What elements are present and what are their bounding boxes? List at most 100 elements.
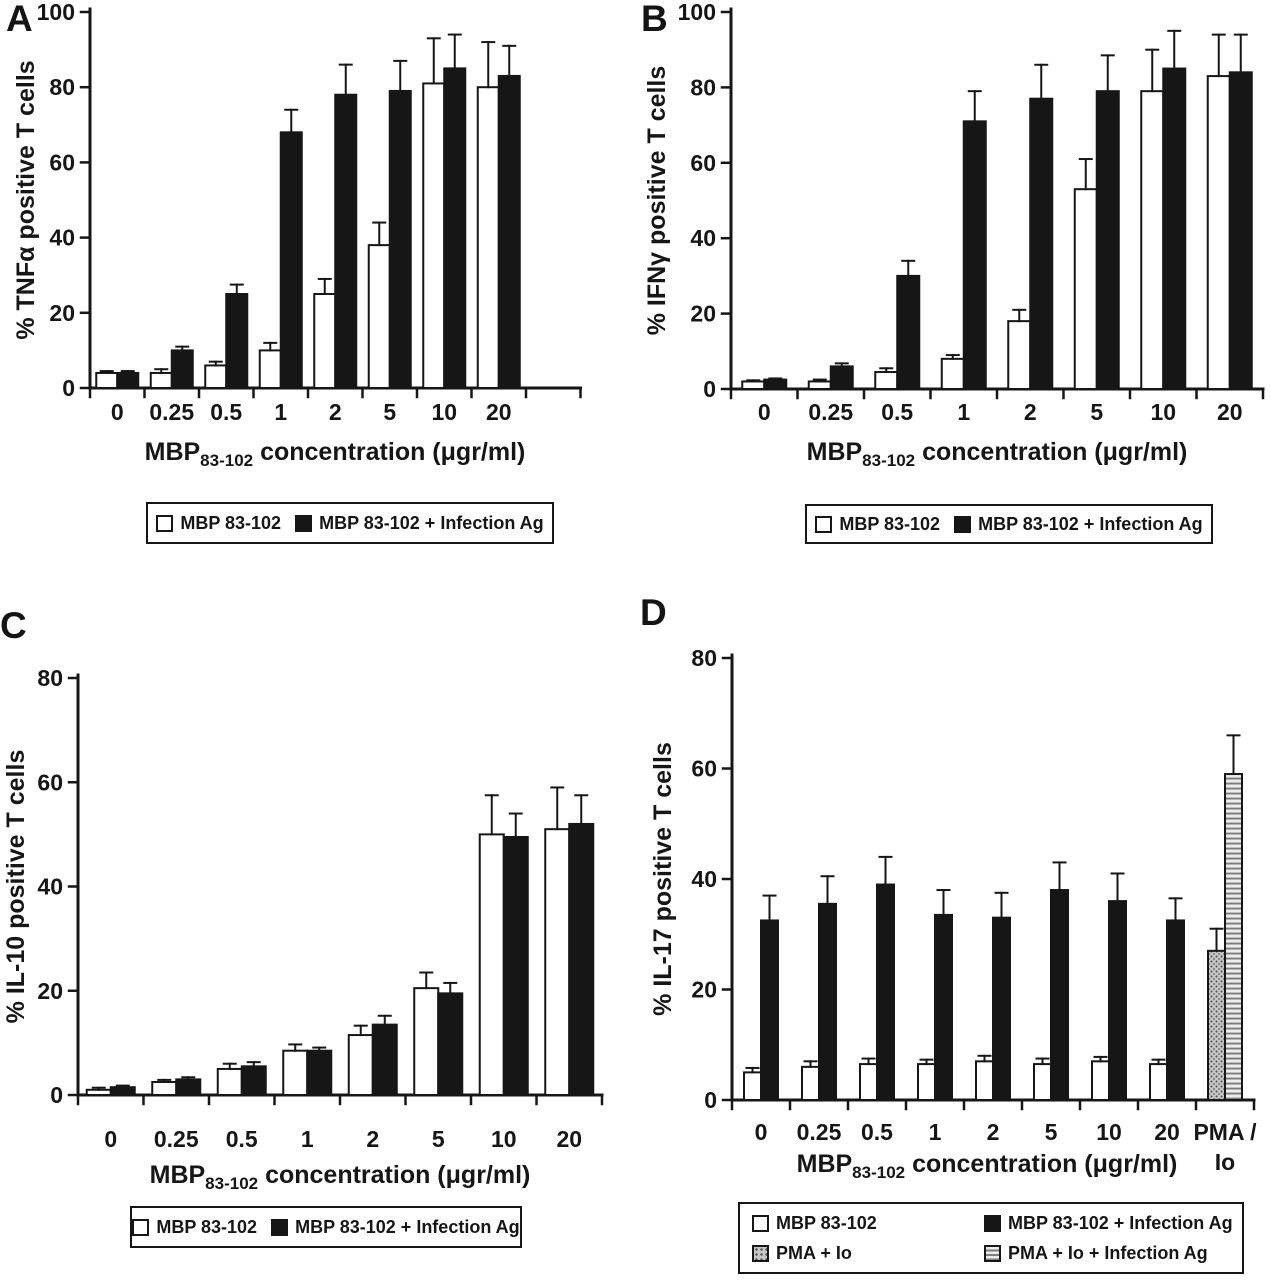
legend-item: MBP 83-102 + Infection Ag [954,514,1203,535]
bar-black [279,131,303,389]
bar-black [240,1065,267,1096]
bar-black [306,1049,333,1097]
y-tick-label: 60 [691,756,717,782]
legend-swatch-black-icon [984,1214,1001,1232]
bar-white [741,380,766,390]
x-axis-title-A: MBP83-102 concentration (μgr/ml) [145,438,526,471]
bar-white [801,1065,820,1102]
legend-label: MBP 83-102 + Infection Ag [978,513,1203,534]
bar-black [170,349,194,389]
bar-black [175,1078,202,1096]
x-tick-label: 0.25 [808,399,853,425]
x-tick-label: 0.5 [861,1119,893,1145]
bar-white [874,371,899,391]
x-tick-label: 0.25 [149,399,194,425]
bar-white [413,987,440,1096]
bar-white [1206,75,1231,390]
legend-label: MBP 83-102 [180,512,282,533]
bar-black [1050,889,1069,1101]
legend-item: PMA + Io + Infection Ag [984,1243,1242,1264]
y-tick-label: 20 [49,300,75,326]
bar-white [544,828,571,1096]
legend-item: PMA + Io [752,1243,970,1264]
legend-item: MBP 83-102 [156,513,281,534]
y-tick-label: 60 [49,149,75,175]
y-tick-label: 0 [703,376,716,402]
x-title-prefix: MBP [144,438,201,466]
legend-C: MBP 83-102 MBP 83-102 + Infection Ag [130,1206,522,1248]
bar-black [437,992,464,1097]
x-title-prefix: MBP [149,1161,206,1189]
chart-svg-D: 0 20 40 60 80 0 0.25 0.5 1 2 5 10 20 PMA / Io % IL-17 p… [649,645,1257,1175]
x-tick-label: 5 [1045,1119,1058,1145]
x-title-subscript: 83-102 [852,1163,906,1182]
legend-swatch-white-icon [156,514,174,532]
x-tick-label: 20 [1217,399,1243,425]
panel-label-C: C [0,605,27,646]
x-tick-label: 2 [1024,399,1037,425]
bar-white [807,380,832,390]
bar-black [1228,71,1253,390]
bar-black [760,919,779,1101]
bar-white [282,1049,309,1097]
legend-swatch-white-icon [815,515,833,533]
chart-svg-C: 0 20 40 60 80 0 0.25 0.5 1 2 5 10 20 % IL-10 positive… [2,665,604,1152]
bar-black [116,371,140,389]
bar-black [896,274,921,390]
x-tick-label: 20 [1154,1119,1180,1145]
panel-A: 0 20 40 60 80 100 0 0.25 0.5 1 2 5 10 20 % TNFα positi… [0,0,632,578]
x-title-subscript: 83-102 [200,451,254,470]
bar-black [334,93,358,389]
bar-white [476,86,500,389]
x-title-suffix: concentration (μgr/ml) [258,1161,531,1189]
y-tick-label: 20 [37,978,63,1004]
x-tick-label: 5 [1090,399,1103,425]
legend-label: PMA + Io [776,1242,852,1263]
bar-white [859,1063,878,1101]
x-title-prefix: MBP [796,1150,853,1178]
x-title-subscript: 83-102 [862,451,916,470]
y-tick-label: 40 [37,874,63,900]
legend-label: MBP 83-102 [156,1216,258,1237]
legend-item: MBP 83-102 + Infection Ag [271,1217,520,1238]
legend-swatch-black-icon [271,1218,289,1236]
bar-white [917,1063,936,1101]
bar-white [204,364,228,390]
panel-B: 0 20 40 60 80 100 0 0.25 0.5 1 2 5 10 20 % IFNγ positi… [635,0,1271,578]
y-axis-title: % IL-17 positive T cells [649,742,677,1016]
bar-black [1166,919,1185,1101]
bar-black [109,1086,136,1096]
legend-B: MBP 83-102 MBP 83-102 + Infection Ag [805,504,1213,544]
panel-label-D: D [640,592,667,633]
y-tick-label: 40 [690,225,716,251]
y-tick-label: 40 [691,866,717,892]
x-tick-label: 10 [431,399,457,425]
bar-white [975,1060,994,1102]
bar-black [763,378,788,391]
x-tick-label: 0.5 [881,399,913,425]
bar-black [829,365,854,391]
bar-white [367,244,391,389]
x-tick-label: 1 [957,399,970,425]
x-tick-label: Io [1215,1149,1235,1175]
bar-white [313,293,337,389]
x-tick-label: 2 [329,399,342,425]
x-tick-label: 10 [1150,399,1176,425]
bar-white [347,1034,374,1096]
y-axis-title: % TNFα positive T cells [12,60,40,339]
bar-black [1108,900,1127,1101]
chart-svg-B: 0 20 40 60 80 100 0 0.25 0.5 1 2 5 10 20 % IFNγ positi… [643,0,1265,425]
bar-white [1149,1063,1168,1101]
x-tick-label: 5 [383,399,396,425]
x-tick-label: 2 [987,1119,1000,1145]
y-tick-label: 20 [691,977,717,1003]
x-tick-label: 0.5 [226,1126,258,1152]
legend-swatch-gray-icon [752,1244,769,1262]
legend-A: MBP 83-102 MBP 83-102 + Infection Ag [146,502,554,544]
bar-black [568,822,595,1096]
x-tick-label: 0.5 [210,399,242,425]
bar-white [95,371,119,389]
y-tick-label: 100 [37,0,75,25]
x-title-suffix: concentration (μgr/ml) [253,438,526,466]
legend-label: MBP 83-102 + Infection Ag [1008,1212,1233,1233]
